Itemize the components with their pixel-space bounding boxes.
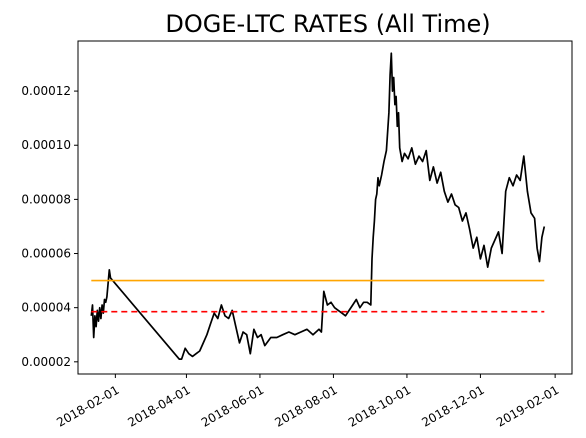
series-line-1 [90,52,546,360]
y-tick-label: 0.00006 [21,247,71,261]
x-tick-label: 2018-10-01 [346,383,413,430]
chart-title: DOGE-LTC RATES (All Time) [165,10,490,38]
x-tick-label: 2018-04-01 [125,383,192,430]
x-tick-label: 2018-02-01 [54,383,121,430]
y-axis: 0.00002 0.00004 0.00006 0.00008 0.00010 0.000… [21,84,78,369]
y-tick-label: 0.00004 [21,301,71,315]
x-axis: 2018-02-01 2018-04-01 2018-06-01 2018-08-01… [54,374,561,430]
series-layer [90,52,546,360]
y-tick-label: 0.00010 [21,138,71,152]
y-tick-label: 0.00012 [21,84,71,98]
x-tick-label: 2018-06-01 [199,383,266,430]
x-tick-label: 2018-12-01 [419,383,486,430]
plot-frame [77,40,573,375]
y-tick-label: 0.00008 [21,192,71,206]
x-tick-label: 2019-02-01 [494,383,561,430]
x-tick-label: 2018-08-01 [272,383,339,430]
y-tick-label: 0.00002 [21,355,71,369]
